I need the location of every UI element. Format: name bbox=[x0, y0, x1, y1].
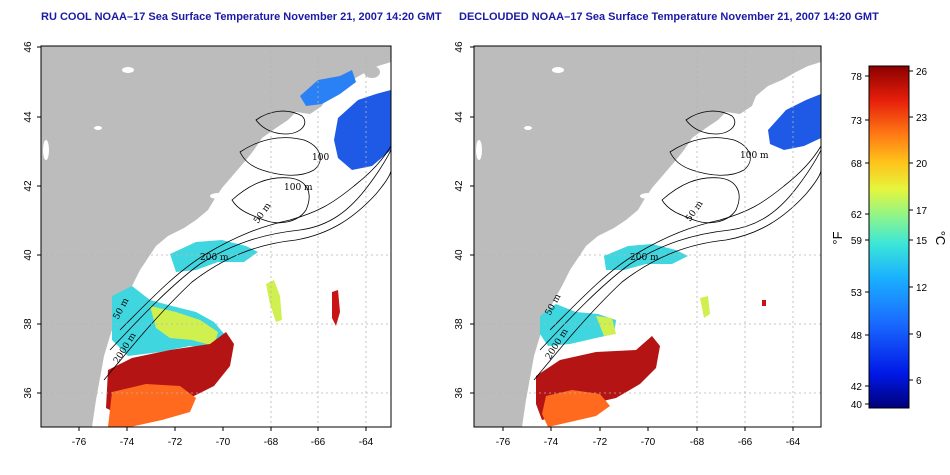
sst-filament-1 bbox=[700, 296, 710, 318]
lon-tick-label: -68 bbox=[264, 437, 279, 448]
left-map-frame bbox=[40, 45, 392, 428]
contour-label: 100 m bbox=[740, 151, 769, 161]
sst-warm-front bbox=[596, 316, 616, 336]
sst-warm-front bbox=[150, 306, 218, 346]
lon-tick-label: -64 bbox=[359, 437, 374, 448]
lon-tick-label: -76 bbox=[496, 437, 511, 448]
left-lon-tick-labels: -76 -74 -72 -70 -68 -66 -64 bbox=[72, 437, 374, 448]
lat-tick-label: 44 bbox=[23, 111, 34, 123]
lat-tick-label: 38 bbox=[454, 318, 465, 330]
fahrenheit-tick-label: 42 bbox=[851, 382, 863, 393]
fahrenheit-tick-label: 59 bbox=[851, 236, 863, 247]
celsius-tick-label: 15 bbox=[916, 236, 928, 247]
lon-tick-label: -72 bbox=[593, 437, 608, 448]
lat-tick-label: 42 bbox=[23, 180, 34, 192]
right-lon-tick-labels: -76 -74 -72 -70 -68 -66 -64 bbox=[496, 437, 801, 448]
contour-label: 200 m bbox=[200, 253, 229, 263]
right-map-panel: 100 m 50 m 200 m 50 m 2000 m bbox=[473, 45, 822, 428]
lat-tick-label: 44 bbox=[454, 111, 465, 123]
lon-tick-label: -64 bbox=[786, 437, 801, 448]
lon-tick-label: -66 bbox=[311, 437, 326, 448]
left-lat-tick-labels: 46 44 42 40 38 36 bbox=[23, 41, 34, 399]
lat-tick-label: 38 bbox=[23, 318, 34, 330]
lon-tick-label: -70 bbox=[641, 437, 656, 448]
fahrenheit-tick-label: 68 bbox=[851, 159, 863, 170]
lon-tick-label: -68 bbox=[690, 437, 705, 448]
bathymetry-contours bbox=[533, 110, 821, 381]
celsius-tick-label: 20 bbox=[916, 159, 928, 170]
lat-tick-label: 40 bbox=[23, 249, 34, 261]
lon-tick-label: -74 bbox=[544, 437, 559, 448]
lat-tick-label: 46 bbox=[23, 41, 34, 53]
right-axes bbox=[470, 46, 794, 431]
graticule bbox=[474, 46, 821, 427]
fahrenheit-tick-label: 53 bbox=[851, 288, 863, 299]
lon-tick-label: -72 bbox=[168, 437, 183, 448]
celsius-unit-label: °C bbox=[933, 231, 948, 246]
lat-tick-label: 36 bbox=[23, 387, 34, 399]
contour-label: 200 m bbox=[630, 253, 659, 263]
fahrenheit-unit-label: °F bbox=[830, 231, 845, 244]
contour-label: 100 m bbox=[284, 183, 313, 193]
celsius-tick-label: 9 bbox=[916, 330, 922, 341]
graticule bbox=[41, 46, 391, 427]
fahrenheit-tick-label: 78 bbox=[851, 72, 863, 83]
sst-cold-patch bbox=[334, 90, 391, 170]
fahrenheit-tick-labels: 78 73 68 62 59 53 48 42 40 bbox=[851, 72, 863, 411]
sst-filament-2 bbox=[762, 300, 766, 306]
left-axes bbox=[37, 46, 367, 431]
lon-tick-label: -76 bbox=[72, 437, 87, 448]
lon-tick-label: -66 bbox=[738, 437, 753, 448]
land-mass bbox=[41, 46, 391, 427]
sst-filament-2 bbox=[332, 290, 340, 326]
celsius-tick-label: 23 bbox=[916, 113, 928, 124]
lon-tick-label: -70 bbox=[216, 437, 231, 448]
fahrenheit-tick-label: 62 bbox=[851, 210, 863, 221]
fahrenheit-tick-label: 48 bbox=[851, 331, 863, 342]
sst-warm-core bbox=[108, 384, 196, 427]
left-panel-title: RU COOL NOAA–17 Sea Surface Temperature … bbox=[41, 11, 442, 23]
sst-filament-1 bbox=[266, 280, 282, 322]
right-panel-title: DECLOUDED NOAA–17 Sea Surface Temperatur… bbox=[459, 11, 879, 23]
sst-slope-band bbox=[540, 304, 616, 346]
lat-tick-label: 40 bbox=[454, 249, 465, 261]
celsius-tick-labels: 26 23 20 17 15 12 9 6 bbox=[916, 67, 928, 387]
fahrenheit-tick-label: 40 bbox=[851, 400, 863, 411]
lat-tick-label: 36 bbox=[454, 387, 465, 399]
sst-cold-patch bbox=[768, 94, 821, 150]
right-lat-tick-labels: 46 44 42 40 38 36 bbox=[454, 41, 465, 399]
land-mass bbox=[474, 46, 821, 427]
lon-tick-label: -74 bbox=[120, 437, 135, 448]
lat-tick-label: 42 bbox=[454, 180, 465, 192]
colorbar-gradient bbox=[868, 65, 910, 409]
celsius-tick-label: 12 bbox=[916, 283, 928, 294]
sst-warm-core bbox=[542, 390, 610, 427]
celsius-tick-label: 26 bbox=[916, 67, 928, 78]
fahrenheit-tick-label: 73 bbox=[851, 116, 863, 127]
colorbar-ticks bbox=[865, 70, 913, 405]
colorbar: 78 73 68 62 59 53 48 42 40 26 23 20 17 1… bbox=[830, 65, 948, 411]
celsius-tick-label: 17 bbox=[916, 206, 928, 217]
sst-cold-patch-north bbox=[300, 70, 356, 106]
lat-tick-label: 46 bbox=[454, 41, 465, 53]
bathymetry-contours bbox=[103, 110, 391, 381]
celsius-tick-label: 6 bbox=[916, 376, 922, 387]
contour-label: 100 bbox=[312, 153, 329, 163]
sst-shelf-band bbox=[604, 244, 688, 270]
left-map-panel: 100 100 m 50 m 200 m 50 m 2000 m bbox=[40, 45, 392, 428]
